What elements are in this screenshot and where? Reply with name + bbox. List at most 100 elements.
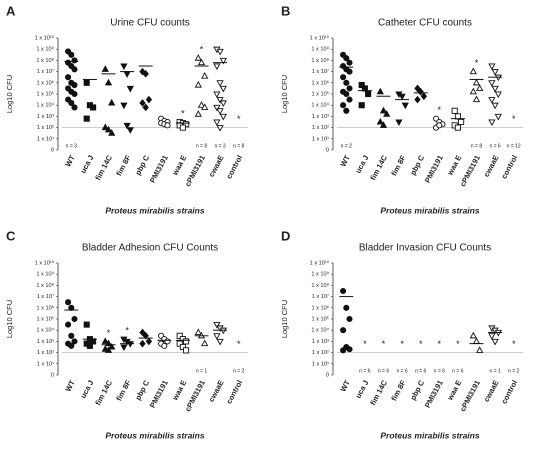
point <box>65 321 72 328</box>
point <box>488 97 496 104</box>
point <box>104 78 113 86</box>
y-tick-label: 1 x 10⁵ <box>36 315 54 322</box>
point <box>491 338 499 346</box>
x-tick-label: WT <box>63 153 77 168</box>
y-tick-label: 1 x 10² <box>312 125 329 131</box>
point <box>343 304 350 311</box>
point <box>216 48 224 56</box>
point <box>71 315 78 323</box>
point <box>488 80 496 87</box>
point <box>83 79 90 86</box>
x-tick-label: uca J <box>78 154 95 175</box>
point <box>142 70 149 78</box>
y-tick-label: 1 x 10¹⁰ <box>310 259 330 266</box>
n-label: n = 6 <box>452 368 463 374</box>
point <box>219 57 227 65</box>
point <box>142 331 149 340</box>
y-tick-label: 1 x 10⁹ <box>311 46 329 53</box>
y-tick-label: 0 <box>326 372 329 378</box>
point <box>126 127 134 134</box>
point <box>139 67 146 76</box>
significance: * <box>475 58 479 68</box>
point <box>340 287 347 295</box>
x-tick-label: fim 14C <box>93 378 114 407</box>
point <box>472 95 481 103</box>
y-tick-label: 1 x 10¹⁰ <box>35 34 55 41</box>
y-tick-label: 1 x 10⁷ <box>37 293 54 300</box>
y-tick-label: 1 x 10² <box>37 125 54 131</box>
point <box>469 331 477 339</box>
point <box>101 337 109 344</box>
significance: * <box>382 339 386 349</box>
point <box>219 85 227 93</box>
n-label: n = 6 <box>434 368 445 374</box>
point <box>346 59 353 66</box>
x-tick-label: control <box>224 154 244 181</box>
point <box>420 92 428 101</box>
point <box>183 347 190 354</box>
y-tick-label: 1 x 10⁷ <box>312 68 329 75</box>
point <box>123 122 131 130</box>
point <box>183 338 190 345</box>
point <box>346 85 353 92</box>
point <box>213 322 221 329</box>
point <box>219 327 227 335</box>
x-tick-label: WT <box>338 378 352 393</box>
chart-title: Bladder Invasion CFU Counts <box>359 243 491 254</box>
point <box>491 85 499 93</box>
point <box>472 78 481 86</box>
point <box>197 58 206 66</box>
point <box>104 346 113 353</box>
point <box>451 107 458 114</box>
point <box>197 101 206 108</box>
x-tick-label: fim 8F <box>389 153 408 177</box>
point <box>197 331 206 339</box>
significance: * <box>200 45 204 55</box>
point <box>108 129 116 136</box>
n-label: n = 2 <box>233 368 244 374</box>
x-tick-label: WT <box>338 153 352 168</box>
x-tick-label: fim 8F <box>389 378 408 402</box>
point <box>139 99 146 107</box>
n-label: n = 6 <box>415 368 426 374</box>
y-tick-label: 1 x 10⁵ <box>311 90 329 97</box>
y-tick-label: 1 x 10¹ <box>312 136 329 142</box>
point <box>213 104 221 112</box>
n-label: n = 2 <box>508 368 519 374</box>
point <box>194 54 202 61</box>
panel: D Bladder Invasion CFU Counts Log10 CFU Pro… <box>280 228 523 440</box>
x-tick-label: PMI3191 <box>148 379 170 410</box>
significance: * <box>237 114 241 124</box>
point <box>161 342 168 349</box>
point <box>71 66 78 73</box>
point <box>343 79 350 86</box>
point <box>469 87 477 95</box>
x-tick-label: control <box>224 379 244 406</box>
point <box>346 315 353 323</box>
point <box>65 74 72 81</box>
point <box>494 113 502 121</box>
x-tick-label: fim 14C <box>93 153 114 182</box>
point <box>71 57 78 64</box>
y-tick-label: 1 x 10⁸ <box>311 57 329 64</box>
point <box>65 299 72 306</box>
point <box>145 337 153 346</box>
point <box>179 343 186 351</box>
x-tick-label: fim 8F <box>114 378 133 402</box>
point <box>219 100 227 108</box>
x-axis-label: Proteus mirabilis strains <box>380 430 479 440</box>
point <box>414 95 421 104</box>
y-tick-label: 1 x 10⁹ <box>311 271 329 278</box>
x-tick-label: waa E <box>170 154 188 178</box>
point <box>194 80 202 88</box>
y-tick-label: 1 x 10¹ <box>37 361 54 367</box>
point <box>176 332 183 339</box>
point <box>358 102 365 109</box>
point <box>395 119 403 127</box>
x-tick-label: pbp C <box>133 378 151 401</box>
n-label: n = 6 <box>378 368 389 374</box>
x-axis-label: Proteus mirabilis strains <box>380 205 479 215</box>
y-tick-label: 1 x 10⁹ <box>36 271 54 278</box>
point <box>201 72 209 79</box>
n-label: n = 3 <box>66 143 77 149</box>
